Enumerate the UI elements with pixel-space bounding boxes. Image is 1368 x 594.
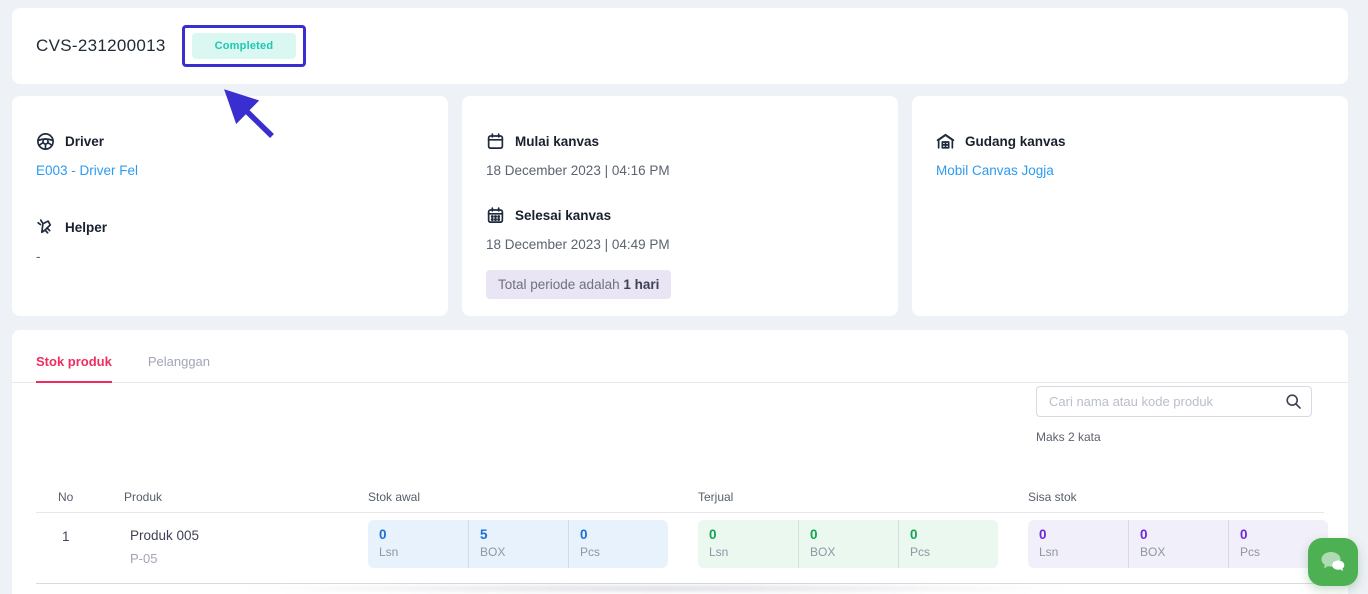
total-periode-pill: Total periode adalah 1 hari xyxy=(486,270,672,299)
sisa-stok-pcs: 0 Pcs xyxy=(1228,520,1328,568)
calendar-dates-icon xyxy=(487,207,504,223)
unit-label: Lsn xyxy=(379,545,399,559)
row-shadow xyxy=(242,584,1072,593)
sisa-stok-cells: 0 Lsn 0 BOX 0 Pcs xyxy=(1028,520,1328,568)
warehouse-icon xyxy=(936,133,955,149)
warehouse-card: Gudang kanvas Mobil Canvas Jogja xyxy=(912,96,1348,316)
selesai-label: Selesai kanvas xyxy=(515,208,612,223)
stock-section-card: Stok produk Pelanggan Maks 2 kata No Pro… xyxy=(12,330,1348,594)
unit-label: BOX xyxy=(480,545,506,559)
annotation-box: Completed xyxy=(181,25,307,67)
helper-label-row: Helper xyxy=(36,218,424,237)
helper-hand-icon xyxy=(37,219,52,234)
selesai-value: 18 December 2023 | 04:49 PM xyxy=(486,237,670,252)
stok-awal-box: 5 BOX xyxy=(468,520,568,568)
column-header-produk: Produk xyxy=(124,490,163,504)
selesai-label-row: Selesai kanvas xyxy=(486,206,874,225)
terjual-pcs-value: 0 xyxy=(910,527,918,542)
stok-awal-lsn-value: 0 xyxy=(379,527,387,542)
terjual-cells: 0 Lsn 0 BOX 0 Pcs xyxy=(698,520,998,568)
tab-pelanggan[interactable]: Pelanggan xyxy=(147,354,211,369)
status-badge: Completed xyxy=(191,33,297,59)
mulai-label-row: Mulai kanvas xyxy=(486,132,874,151)
search-icon[interactable] xyxy=(1285,393,1302,410)
terjual-lsn-value: 0 xyxy=(709,527,717,542)
search-wrap xyxy=(1036,386,1312,417)
product-name: Produk 005 xyxy=(130,528,200,543)
sisa-stok-pcs-value: 0 xyxy=(1240,527,1248,542)
column-header-sisa-stok: Sisa stok xyxy=(1028,490,1077,504)
mulai-value: 18 December 2023 | 04:16 PM xyxy=(486,163,670,178)
gudang-label-row: Gudang kanvas xyxy=(936,132,1324,151)
column-header-terjual: Terjual xyxy=(698,490,734,504)
row-number: 1 xyxy=(62,529,70,544)
terjual-box: 0 BOX xyxy=(798,520,898,568)
header-card: CVS-231200013 Completed xyxy=(12,8,1348,84)
steering-wheel-icon xyxy=(37,133,54,150)
table-header-divider xyxy=(36,512,1324,513)
period-card: Mulai kanvas 18 December 2023 | 04:16 PM… xyxy=(462,96,898,316)
stok-awal-lsn: 0 Lsn xyxy=(368,520,468,568)
terjual-pcs: 0 Pcs xyxy=(898,520,998,568)
driver-link[interactable]: E003 - Driver Fel xyxy=(36,163,139,178)
unit-label: Lsn xyxy=(709,545,729,559)
terjual-box-value: 0 xyxy=(810,527,818,542)
column-header-stok-awal: Stok awal xyxy=(368,490,421,504)
page-title: CVS-231200013 xyxy=(36,36,166,55)
gudang-link[interactable]: Mobil Canvas Jogja xyxy=(936,163,1054,178)
driver-card: Driver E003 - Driver Fel Helper - xyxy=(12,96,448,316)
gudang-label: Gudang kanvas xyxy=(965,134,1066,149)
chat-icon xyxy=(1321,552,1345,571)
mulai-label: Mulai kanvas xyxy=(515,134,600,149)
unit-label: BOX xyxy=(1140,545,1166,559)
unit-label: BOX xyxy=(810,545,836,559)
unit-label: Pcs xyxy=(910,545,931,559)
column-header-no: No xyxy=(58,490,74,504)
calendar-icon xyxy=(487,133,504,149)
helper-value: - xyxy=(36,249,41,264)
unit-label: Lsn xyxy=(1039,545,1059,559)
search-hint: Maks 2 kata xyxy=(1036,430,1101,444)
stok-awal-box-value: 5 xyxy=(480,527,488,542)
tabbar: Stok produk Pelanggan xyxy=(12,330,1348,383)
unit-label: Pcs xyxy=(580,545,601,559)
helper-label: Helper xyxy=(65,220,108,235)
tab-stok-produk[interactable]: Stok produk xyxy=(36,354,112,383)
chat-widget-button[interactable] xyxy=(1308,538,1358,586)
row-divider xyxy=(36,583,1324,584)
unit-label: Pcs xyxy=(1240,545,1261,559)
search-input[interactable] xyxy=(1036,386,1312,417)
stok-awal-pcs-value: 0 xyxy=(580,527,588,542)
periode-text: Total periode adalah xyxy=(498,277,620,292)
sisa-stok-lsn: 0 Lsn xyxy=(1028,520,1128,568)
driver-label-row: Driver xyxy=(36,132,424,151)
periode-value: 1 hari xyxy=(623,277,660,292)
sisa-stok-lsn-value: 0 xyxy=(1039,527,1047,542)
stok-awal-pcs: 0 Pcs xyxy=(568,520,668,568)
stok-awal-cells: 0 Lsn 5 BOX 0 Pcs xyxy=(368,520,668,568)
sisa-stok-box: 0 BOX xyxy=(1128,520,1228,568)
sisa-stok-box-value: 0 xyxy=(1140,527,1148,542)
terjual-lsn: 0 Lsn xyxy=(698,520,798,568)
driver-label: Driver xyxy=(65,134,105,149)
product-code: P-05 xyxy=(130,551,158,566)
